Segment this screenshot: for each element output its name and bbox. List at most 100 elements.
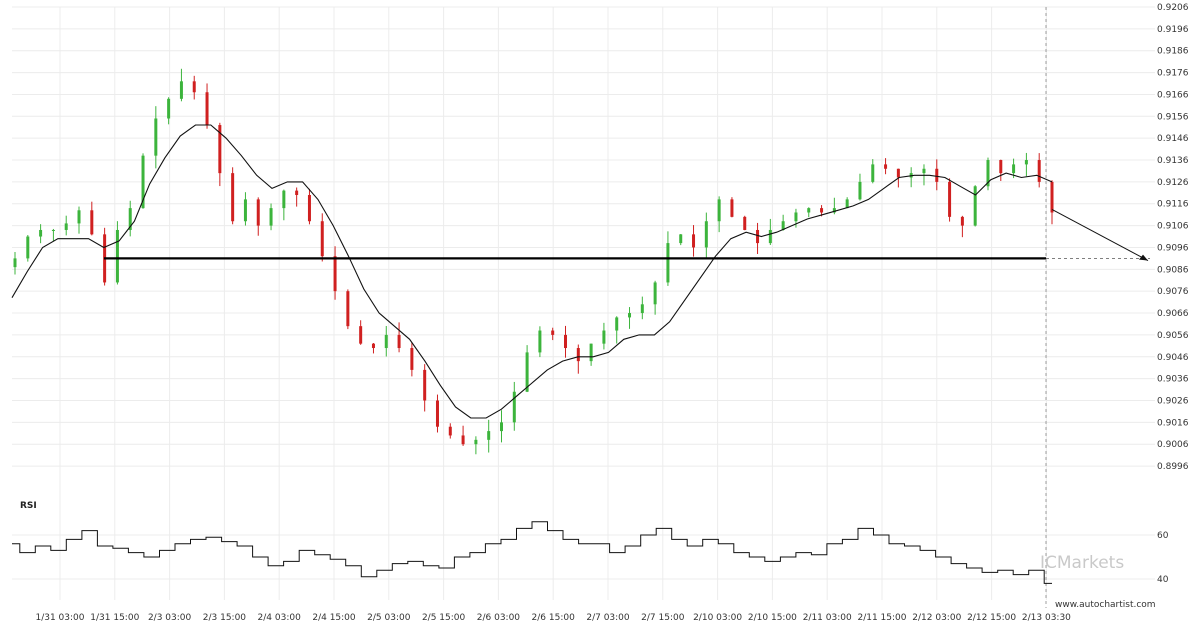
candle-body <box>51 229 55 231</box>
candle-body <box>602 330 606 344</box>
candle-body <box>333 256 337 292</box>
candle-body <box>884 164 888 169</box>
rsi-axis-ticks: 60 40 <box>1157 531 1169 585</box>
candle-body <box>359 326 363 344</box>
candle-body <box>820 208 824 213</box>
candle-body <box>346 291 350 327</box>
candle-body <box>154 118 158 156</box>
candle-body <box>628 313 632 318</box>
candle-body <box>295 190 299 195</box>
candle-body <box>167 98 171 119</box>
y-tick-label: 0.9016 <box>1157 418 1189 428</box>
x-tick-label: 1/31 03:00 <box>35 613 84 623</box>
brand-watermark: ICMarkets <box>1040 553 1124 573</box>
candle-body <box>794 212 798 222</box>
candle-body <box>564 334 568 349</box>
candlestick-series <box>13 68 1054 455</box>
candle-body <box>320 221 324 257</box>
candle-body <box>77 210 81 224</box>
candle-body <box>1012 164 1016 174</box>
y-tick-label: 0.9086 <box>1157 265 1189 275</box>
x-tick-label: 2/7 03:00 <box>586 613 630 623</box>
x-tick-label: 2/6 03:00 <box>477 613 521 623</box>
candle-body <box>13 258 17 268</box>
candle-body <box>832 208 836 213</box>
y-tick-label: 0.8996 <box>1157 462 1189 472</box>
candle-body <box>935 168 939 182</box>
y-tick-label: 0.9206 <box>1157 3 1189 13</box>
y-tick-label: 0.9046 <box>1157 353 1189 363</box>
candle-body <box>282 190 286 209</box>
candle-body <box>986 160 990 187</box>
candle-body <box>717 199 721 222</box>
y-tick-label: 0.9196 <box>1157 25 1189 35</box>
rsi-series <box>12 521 1052 584</box>
candle-body <box>269 208 273 226</box>
y-tick-label: 0.9156 <box>1157 112 1189 122</box>
candle-body <box>487 431 491 440</box>
x-tick-label: 2/3 15:00 <box>203 613 247 623</box>
y-tick-label: 0.9106 <box>1157 222 1189 232</box>
candle-body <box>743 216 747 230</box>
candle-body <box>845 199 849 209</box>
y-tick-label: 0.9166 <box>1157 90 1189 100</box>
x-tick-label: 2/12 03:00 <box>912 613 961 623</box>
candle-body <box>692 234 696 248</box>
forecast-line <box>1051 209 1149 262</box>
candle-body <box>307 195 311 222</box>
candle-body <box>115 229 119 283</box>
x-tick-label: 2/12 15:00 <box>967 613 1016 623</box>
x-tick-label: 2/10 15:00 <box>748 613 797 623</box>
candle-body <box>371 343 375 349</box>
x-tick-label: 2/13 03:30 <box>1022 613 1071 623</box>
candle-body <box>768 229 772 244</box>
candle-body <box>999 160 1003 174</box>
forecast-arrow <box>1051 209 1149 262</box>
candle-body <box>973 186 977 226</box>
y-tick-label: 0.9126 <box>1157 178 1189 188</box>
candle-body <box>1037 160 1041 182</box>
y-tick-label: 0.9056 <box>1157 331 1189 341</box>
candle-body <box>589 343 593 362</box>
rsi-panel-label: RSI <box>20 501 37 511</box>
y-tick-label: 0.9026 <box>1157 396 1189 406</box>
x-tick-label: 2/4 15:00 <box>312 613 356 623</box>
x-tick-label: 2/3 03:00 <box>148 613 192 623</box>
x-axis-ticks: 1/31 03:00 1/31 15:00 2/3 03:00 2/3 15:00 2/… <box>35 613 1071 623</box>
candle-body <box>64 223 68 230</box>
candle-body <box>704 221 708 248</box>
x-tick-label: 2/10 03:00 <box>693 613 742 623</box>
candle-body <box>730 199 734 217</box>
x-tick-label: 2/7 15:00 <box>641 613 685 623</box>
candle-body <box>615 317 619 331</box>
moving-average-line <box>11 124 1053 419</box>
x-tick-label: 1/31 15:00 <box>90 613 139 623</box>
candle-body <box>90 210 94 235</box>
candle-body <box>256 199 260 226</box>
candle-body <box>922 168 926 174</box>
y-axis-ticks: 0.9206 0.9196 0.9186 0.9176 0.9166 0.9156 0.91… <box>1157 3 1189 472</box>
candle-body <box>679 234 683 244</box>
support-level <box>104 7 1150 608</box>
candle-body <box>461 435 465 445</box>
candle-body <box>218 125 222 174</box>
candle-body <box>243 199 247 222</box>
x-tick-label: 2/6 15:00 <box>532 613 576 623</box>
rsi-tick-label: 60 <box>1157 531 1169 541</box>
site-url: www.autochartist.com <box>1055 600 1156 610</box>
candle-body <box>960 216 964 226</box>
candle-body <box>781 221 785 230</box>
candle-body <box>128 208 132 230</box>
x-tick-label: 2/4 03:00 <box>258 613 302 623</box>
x-tick-label: 2/5 15:00 <box>422 613 466 623</box>
rsi-tick-label: 40 <box>1157 575 1169 585</box>
y-tick-label: 0.9136 <box>1157 156 1189 166</box>
candle-body <box>179 81 183 99</box>
y-tick-label: 0.9146 <box>1157 134 1189 144</box>
x-tick-label: 2/11 15:00 <box>857 613 906 623</box>
candle-body <box>948 181 952 217</box>
candle-body <box>26 236 30 259</box>
candle-body <box>448 426 452 436</box>
